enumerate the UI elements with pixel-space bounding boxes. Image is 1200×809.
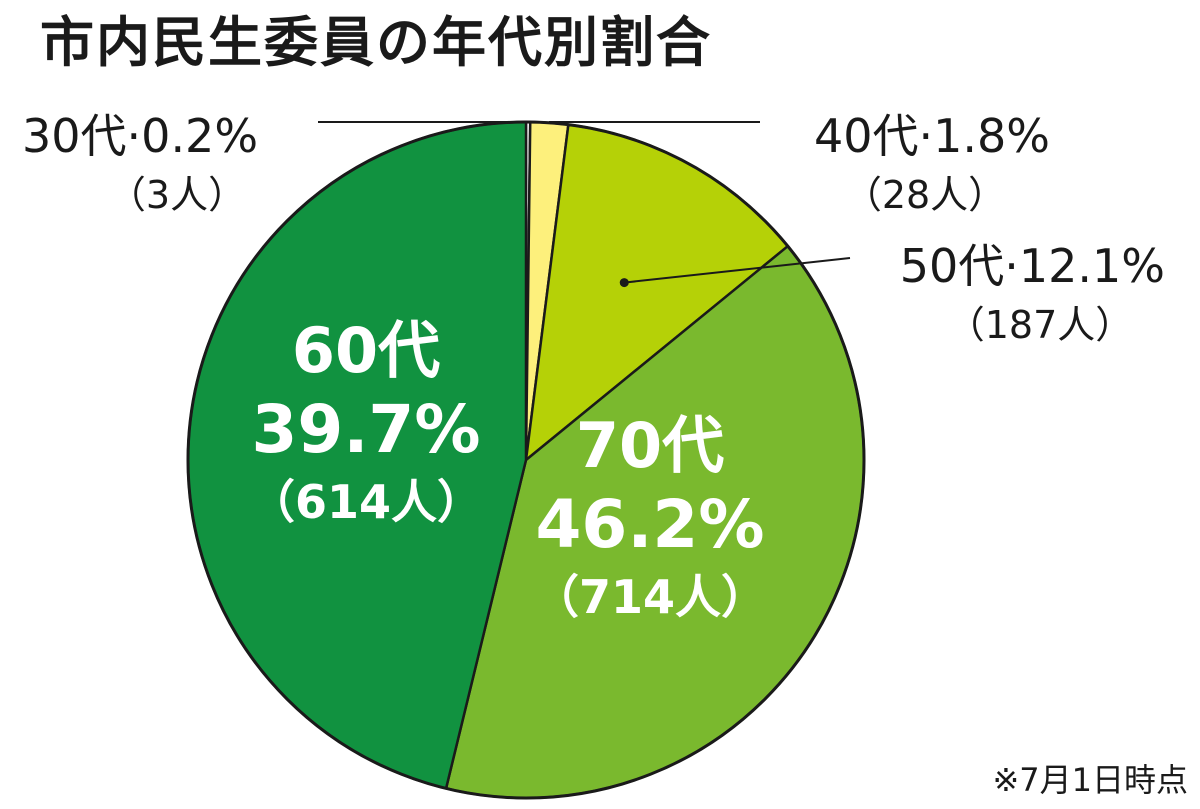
slice-count-label: （28人） [844, 173, 1006, 217]
footnote: ※7月1日時点 [992, 761, 1188, 799]
slice-age-text: 30代 [22, 109, 127, 163]
slice-separator: · [1004, 239, 1019, 293]
slice-name-label: 50代·12.1% [900, 239, 1165, 293]
slice-name-label: 30代·0.2% [22, 109, 258, 163]
slice-name-label: 40代·1.8% [814, 109, 1050, 163]
slice-count-label: （714人） [533, 570, 767, 624]
leader-line [624, 257, 851, 284]
slice-percent-label: 46.2% [536, 486, 765, 563]
slice-count-label: （614人） [249, 475, 483, 529]
slice-percent-text: 12.1% [1019, 239, 1165, 293]
slice-label-3: 50代·12.1% （187人） [619, 239, 1165, 347]
slice-separator: · [919, 109, 934, 163]
slice-age-text: 40代 [814, 109, 919, 163]
slice-age-label: 70代 [576, 409, 724, 482]
slice-separator: · [127, 109, 142, 163]
chart-title: 市内民生委員の年代別割合 [40, 11, 712, 74]
slice-label-1: 30代·0.2% （3人） [22, 109, 529, 217]
slice-percent-text: 1.8% [933, 109, 1050, 163]
slice-percent-label: 39.7% [252, 391, 481, 468]
slice-count-label: （3人） [108, 173, 246, 217]
slice-label-2: 40代·1.8% （28人） [548, 109, 1050, 217]
slice-percent-text: 0.2% [141, 109, 258, 163]
slice-age-text: 50代 [900, 239, 1005, 293]
slice-age-label: 60代 [292, 314, 440, 387]
slice-count-label: （187人） [947, 303, 1134, 347]
